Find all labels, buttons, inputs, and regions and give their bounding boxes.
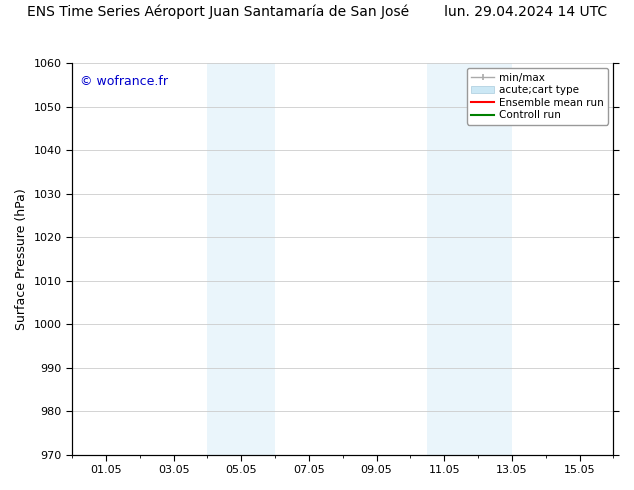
Text: © wofrance.fr: © wofrance.fr <box>81 75 168 88</box>
Text: ENS Time Series Aéroport Juan Santamaría de San José        lun. 29.04.2024 14 U: ENS Time Series Aéroport Juan Santamaría… <box>27 5 607 20</box>
Bar <box>427 63 512 455</box>
Legend: min/max, acute;cart type, Ensemble mean run, Controll run: min/max, acute;cart type, Ensemble mean … <box>467 69 608 124</box>
Y-axis label: Surface Pressure (hPa): Surface Pressure (hPa) <box>15 188 28 330</box>
Bar <box>207 63 275 455</box>
